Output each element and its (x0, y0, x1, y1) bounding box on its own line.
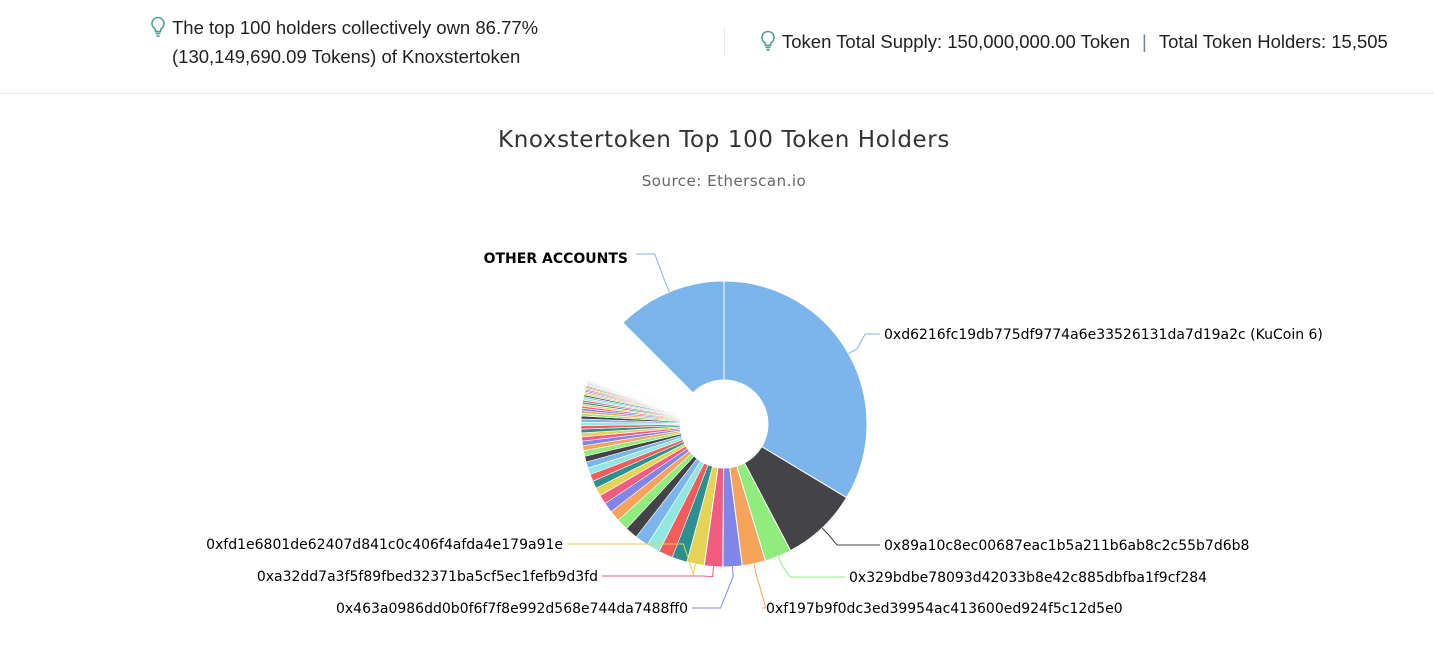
token-holders-pie-chart: Knoxstertoken Top 100 Token Holders Sour… (206, 127, 1323, 617)
pie-slice-holder-small[interactable] (590, 371, 684, 409)
leader-line-holder-3 (777, 556, 845, 578)
chart-title: Knoxstertoken Top 100 Token Holders (498, 127, 950, 153)
slice-label-holder-7: 0xfd1e6801de62407d841c0c406f4afda4e179a9… (206, 537, 563, 553)
lightbulb-icon (761, 30, 775, 51)
leader-line-other-accounts (636, 253, 670, 293)
pie-slice-holder-1[interactable] (723, 280, 868, 499)
summary-bar: The top 100 holders collectively own 86.… (0, 0, 1434, 94)
slice-label-holder-2: 0x89a10c8ec00687eac1b5a211b6ab8c2c55b7d6… (884, 538, 1249, 554)
slice-label-holder-4: 0xf197b9f0dc3ed39954ac413600ed924f5c12d5… (766, 601, 1123, 617)
holders-text-line-2: (130,149,690.09 Tokens) of Knoxstertoken (172, 46, 521, 67)
slice-labels: 0xd6216fc19db775df9774a6e33526131da7d19a… (206, 251, 1323, 617)
top-holders-summary: The top 100 holders collectively own 86.… (150, 13, 670, 71)
separator: | (1142, 31, 1147, 52)
holders-text-line-1: The top 100 holders collectively own 86.… (172, 17, 539, 38)
supply-summary: Token Total Supply: 150,000,000.00 Token… (760, 27, 1434, 56)
leader-line-holder-7 (567, 543, 696, 576)
pie-slices (580, 280, 868, 568)
pie-slice-other-accounts[interactable] (622, 280, 725, 394)
leader-line-holder-2 (821, 527, 880, 546)
leader-line-holder-4 (753, 563, 767, 609)
slice-label-other-accounts: OTHER ACCOUNTS (484, 251, 628, 267)
label-connectors (567, 253, 880, 609)
total-holders-text: Total Token Holders: 15,505 (1158, 31, 1388, 52)
leader-line-holder-5 (692, 566, 734, 609)
leader-line-holder-6 (602, 566, 714, 578)
leader-line-holder-1 (848, 333, 880, 355)
total-supply-text: Token Total Supply: 150,000,000.00 Token (782, 31, 1131, 52)
lightbulb-icon (151, 16, 165, 37)
slice-label-holder-6: 0xa32dd7a3f5f89fbed32371ba5cf5ec1fefb9d3… (257, 569, 598, 585)
divider (724, 28, 725, 56)
chart-subtitle: Source: Etherscan.io (642, 172, 806, 190)
slice-label-holder-3: 0x329bdbe78093d42033b8e42c885dbfba1f9cf2… (849, 570, 1207, 586)
slice-label-holder-1: 0xd6216fc19db775df9774a6e33526131da7d19a… (884, 327, 1323, 343)
slice-label-holder-5: 0x463a0986dd0b0f6f7f8e992d568e744da7488f… (336, 601, 688, 617)
